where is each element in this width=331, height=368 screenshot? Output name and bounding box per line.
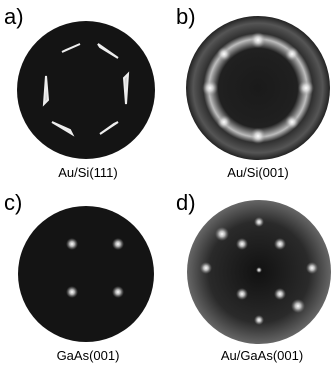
pole-figure (17, 21, 155, 159)
spot (250, 128, 266, 144)
spot (254, 315, 264, 325)
pole-figure (18, 206, 154, 342)
spot (285, 47, 299, 61)
spot (285, 115, 299, 129)
spot (274, 238, 286, 250)
spot (112, 238, 124, 250)
spot (215, 227, 229, 241)
spot (66, 286, 78, 298)
spot (298, 80, 314, 96)
spot (112, 286, 124, 298)
spot (274, 288, 286, 300)
panel-label: c) (4, 190, 22, 215)
page: {"panels": [ {"label": "a)", "caption": … (0, 0, 331, 368)
panel-caption: GaAs(001) (57, 348, 120, 363)
figure: a) b) c) d) Au/Si(111) Au/Si(001) GaAs(0… (0, 0, 331, 368)
spot (291, 299, 305, 313)
spot (217, 47, 231, 61)
spot (217, 115, 231, 129)
spot (66, 238, 78, 250)
spot (306, 262, 318, 274)
spot (256, 267, 262, 273)
panel-caption: Au/Si(111) (58, 165, 118, 180)
panel-label: a) (4, 4, 24, 29)
panel-caption: Au/Si(001) (227, 165, 288, 180)
spot (250, 32, 266, 48)
panel-d (187, 200, 331, 344)
spot (236, 288, 248, 300)
spot (254, 217, 264, 227)
panel-caption: Au/GaAs(001) (221, 348, 303, 363)
spot (200, 262, 212, 274)
spot (202, 80, 218, 96)
panel-b (186, 16, 330, 160)
panel-label: b) (176, 4, 196, 29)
panel-a (17, 21, 155, 159)
spot (236, 238, 248, 250)
panel-c (18, 206, 154, 342)
panel-label: d) (176, 190, 196, 215)
